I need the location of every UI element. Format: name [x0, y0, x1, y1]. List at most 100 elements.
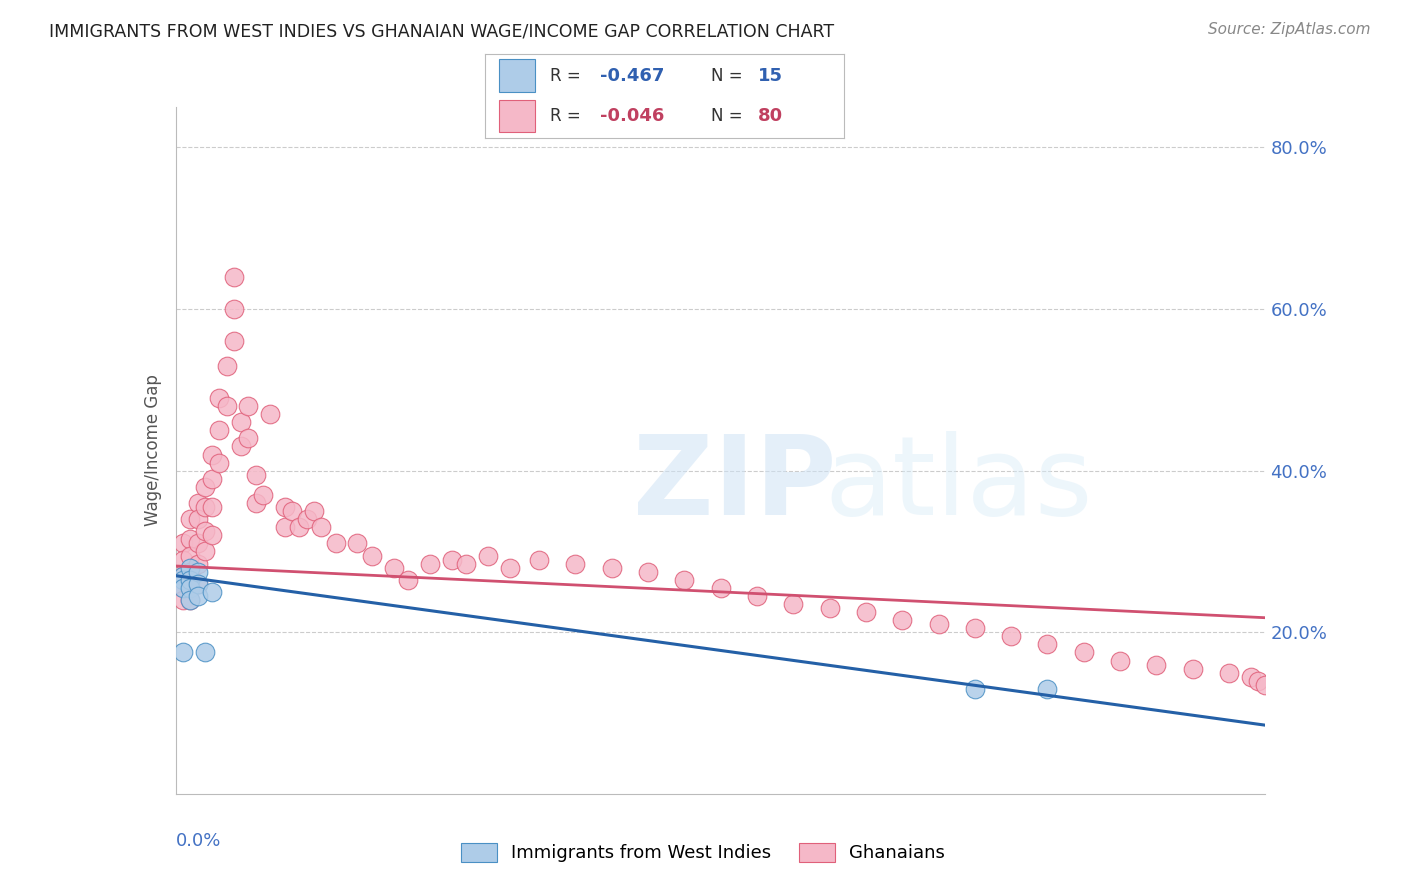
Text: N =: N = — [711, 107, 742, 125]
Text: -0.046: -0.046 — [600, 107, 664, 125]
Point — [238, 431, 260, 445]
Point — [172, 593, 194, 607]
Point — [194, 544, 217, 558]
Text: R =: R = — [550, 107, 581, 125]
Point — [360, 549, 382, 563]
Point — [309, 520, 332, 534]
Point — [186, 589, 209, 603]
Point — [1254, 678, 1277, 692]
Point — [179, 593, 201, 607]
Point — [215, 359, 238, 373]
Point — [179, 573, 201, 587]
Point — [201, 585, 224, 599]
Point — [172, 573, 194, 587]
Point — [891, 613, 914, 627]
Point — [1036, 637, 1059, 651]
Point — [274, 520, 297, 534]
Point — [1109, 654, 1132, 668]
Point — [302, 504, 325, 518]
Point — [600, 560, 623, 574]
Y-axis label: Wage/Income Gap: Wage/Income Gap — [143, 375, 162, 526]
Point — [186, 557, 209, 571]
Point — [231, 415, 253, 429]
Bar — [499, 100, 536, 132]
Point — [928, 617, 950, 632]
Point — [172, 552, 194, 566]
Point — [963, 681, 986, 696]
Point — [172, 536, 194, 550]
Point — [818, 601, 841, 615]
Point — [419, 557, 441, 571]
Text: ZIP: ZIP — [633, 432, 837, 538]
Legend: Immigrants from West Indies, Ghanaians: Immigrants from West Indies, Ghanaians — [454, 836, 952, 870]
Point — [245, 467, 267, 482]
Point — [222, 334, 245, 349]
Point — [186, 536, 209, 550]
Point — [201, 500, 224, 514]
Point — [194, 645, 217, 659]
Point — [186, 565, 209, 579]
Text: 15: 15 — [758, 67, 783, 85]
Point — [440, 552, 463, 566]
Point — [564, 557, 586, 571]
Point — [1181, 662, 1204, 676]
Point — [208, 456, 231, 470]
Point — [208, 423, 231, 437]
Point — [201, 472, 224, 486]
Point — [1146, 657, 1168, 672]
Point — [259, 407, 281, 421]
Point — [1073, 645, 1095, 659]
Point — [194, 480, 217, 494]
Point — [252, 488, 274, 502]
Point — [186, 496, 209, 510]
Point — [288, 520, 311, 534]
Text: -0.467: -0.467 — [600, 67, 664, 85]
Point — [179, 593, 201, 607]
Point — [201, 528, 224, 542]
Point — [179, 581, 201, 595]
Point — [477, 549, 499, 563]
Point — [179, 576, 201, 591]
Point — [186, 576, 209, 591]
Point — [215, 399, 238, 413]
Point — [194, 500, 217, 514]
Text: 0.0%: 0.0% — [176, 831, 221, 850]
Text: N =: N = — [711, 67, 742, 85]
Point — [179, 533, 201, 547]
Point — [782, 597, 804, 611]
Point — [382, 560, 405, 574]
Point — [1036, 681, 1059, 696]
Point — [179, 512, 201, 526]
Point — [1240, 670, 1263, 684]
Point — [1247, 673, 1270, 688]
Point — [231, 439, 253, 453]
Text: IMMIGRANTS FROM WEST INDIES VS GHANAIAN WAGE/INCOME GAP CORRELATION CHART: IMMIGRANTS FROM WEST INDIES VS GHANAIAN … — [49, 22, 834, 40]
Text: R =: R = — [550, 67, 581, 85]
Point — [673, 573, 696, 587]
Point — [172, 568, 194, 582]
Point — [179, 560, 201, 574]
Point — [325, 536, 347, 550]
Point — [194, 524, 217, 539]
Point — [172, 568, 194, 582]
Point — [499, 560, 522, 574]
Point — [172, 581, 194, 595]
Point — [745, 589, 768, 603]
Point — [172, 645, 194, 659]
Point — [710, 581, 733, 595]
Point — [186, 576, 209, 591]
Point — [346, 536, 368, 550]
Text: 80: 80 — [758, 107, 783, 125]
Point — [963, 621, 986, 635]
Point — [222, 301, 245, 316]
Point — [201, 448, 224, 462]
Text: atlas: atlas — [824, 432, 1092, 538]
Point — [456, 557, 478, 571]
Point — [527, 552, 550, 566]
Point — [208, 391, 231, 405]
Text: Source: ZipAtlas.com: Source: ZipAtlas.com — [1208, 22, 1371, 37]
Point — [1218, 665, 1240, 680]
Point — [179, 549, 201, 563]
Point — [179, 565, 201, 579]
Point — [281, 504, 304, 518]
